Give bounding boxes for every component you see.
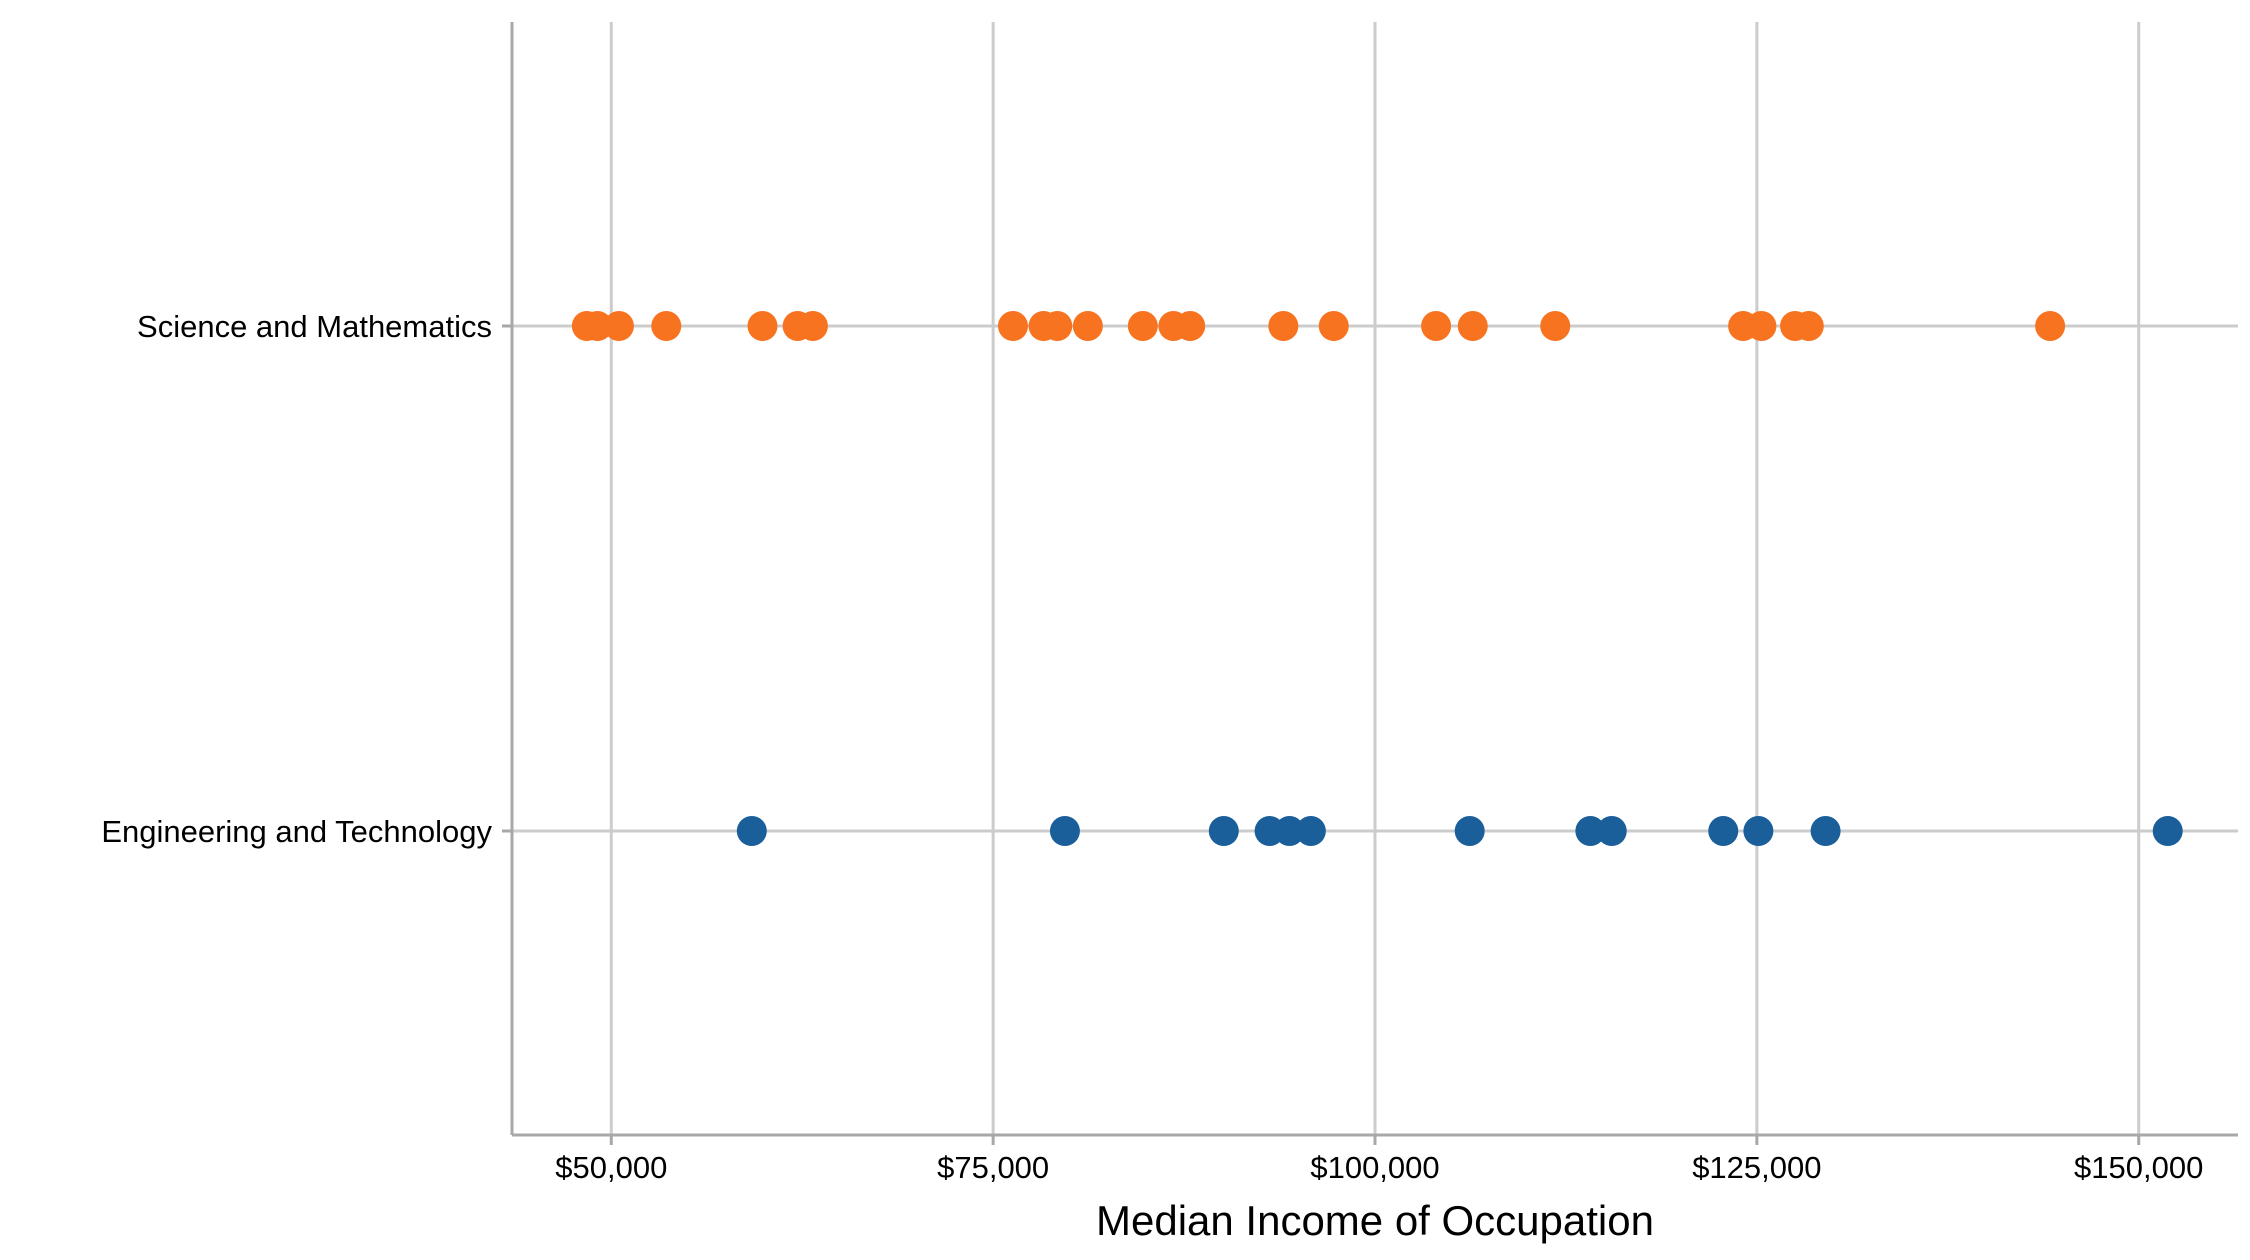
data-point <box>1318 311 1349 341</box>
data-point <box>582 311 613 341</box>
x-axis-title: Median Income of Occupation <box>1096 1197 1654 1244</box>
data-point <box>1793 311 1824 341</box>
data-point <box>2152 816 2183 846</box>
data-point <box>1127 311 1158 341</box>
y-tick-label: Engineering and Technology <box>101 814 492 849</box>
x-tick-label: $100,000 <box>1310 1150 1439 1185</box>
y-ticks: Science and Mathematics Engineering and T… <box>101 309 512 849</box>
data-point <box>1274 816 1305 846</box>
data-point <box>651 311 682 341</box>
data-point <box>1454 816 1485 846</box>
x-ticks: $50,000 $75,000 $100,000 $125,000 $150,000 <box>555 1135 2203 1185</box>
grid-lines <box>512 22 2238 1135</box>
x-tick-label: $150,000 <box>2074 1150 2203 1185</box>
data-point <box>736 816 767 846</box>
data-point <box>603 311 634 341</box>
data-point <box>997 311 1028 341</box>
x-tick-label: $50,000 <box>555 1150 667 1185</box>
data-point <box>1743 816 1774 846</box>
data-point <box>1457 311 1488 341</box>
data-point <box>1810 816 1841 846</box>
data-point <box>1746 311 1777 341</box>
data-point <box>1295 816 1326 846</box>
data-point <box>1596 816 1627 846</box>
data-points <box>571 311 2183 846</box>
data-point <box>1042 311 1073 341</box>
data-point <box>1049 816 1080 846</box>
data-point <box>1175 311 1206 341</box>
data-point <box>1072 311 1103 341</box>
data-point <box>1208 816 1239 846</box>
x-tick-label: $125,000 <box>1692 1150 1821 1185</box>
data-point <box>1708 816 1739 846</box>
y-tick-label: Science and Mathematics <box>137 309 492 344</box>
data-point <box>747 311 778 341</box>
data-point <box>797 311 828 341</box>
data-point <box>1575 816 1606 846</box>
x-tick-label: $75,000 <box>937 1150 1049 1185</box>
data-point <box>2035 311 2066 341</box>
data-point <box>1540 311 1571 341</box>
data-point <box>1268 311 1299 341</box>
data-point <box>1421 311 1452 341</box>
